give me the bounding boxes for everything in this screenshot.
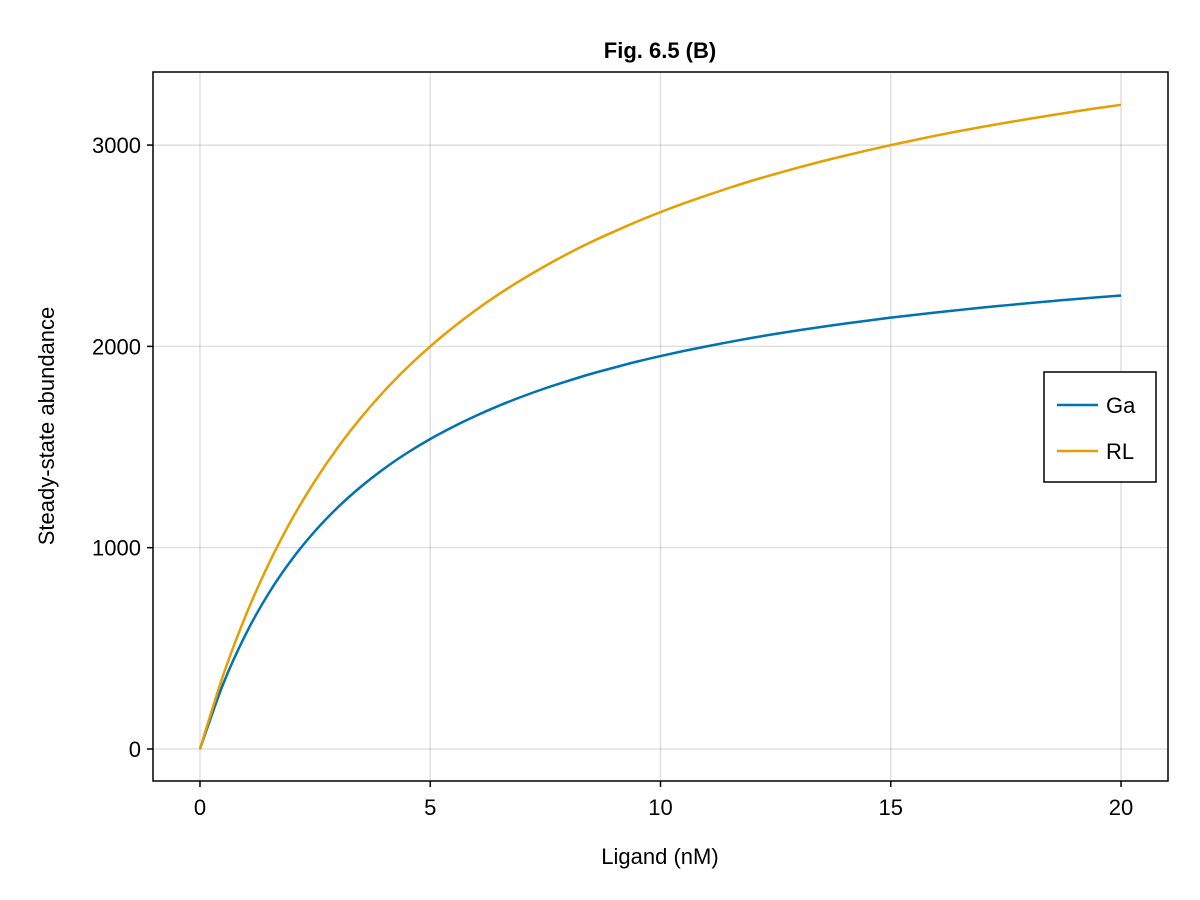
y-tick-label: 3000 <box>92 133 141 158</box>
x-tick-label: 20 <box>1109 795 1133 820</box>
chart-title: Fig. 6.5 (B) <box>604 38 716 63</box>
ticks: 0 5 10 15 20 0 1000 2000 3000 <box>92 133 1133 820</box>
series-lines <box>198 103 1122 750</box>
legend-box <box>1043 371 1157 483</box>
y-tick-label: 1000 <box>92 536 141 561</box>
series-line-rl <box>198 103 1122 750</box>
x-tick-label: 15 <box>879 795 903 820</box>
y-tick-label: 0 <box>129 737 141 762</box>
x-tick-label: 0 <box>194 795 206 820</box>
legend: Ga RL <box>1043 371 1157 483</box>
y-axis-label: Steady-state abundance <box>34 307 59 546</box>
series-line-ga <box>198 294 1122 750</box>
legend-label-ga: Ga <box>1106 393 1136 418</box>
y-tick-label: 2000 <box>92 334 141 359</box>
x-tick-label: 10 <box>648 795 672 820</box>
x-axis-label: Ligand (nM) <box>601 844 718 869</box>
grid <box>153 72 1168 781</box>
x-tick-label: 5 <box>424 795 436 820</box>
legend-label-rl: RL <box>1106 439 1134 464</box>
